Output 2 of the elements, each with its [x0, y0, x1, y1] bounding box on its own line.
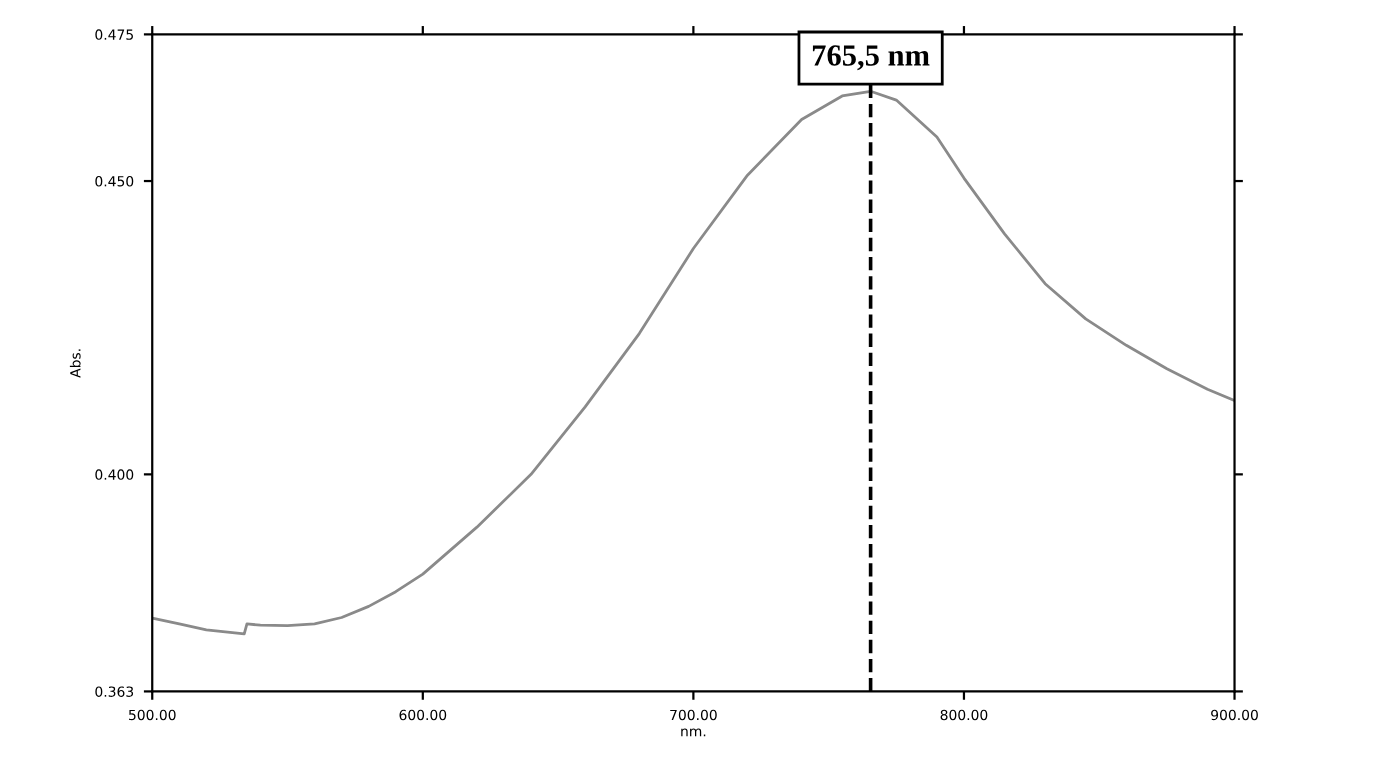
line-series: [152, 89, 1235, 636]
ref-line-label: 765,5 nm: [812, 45, 930, 71]
